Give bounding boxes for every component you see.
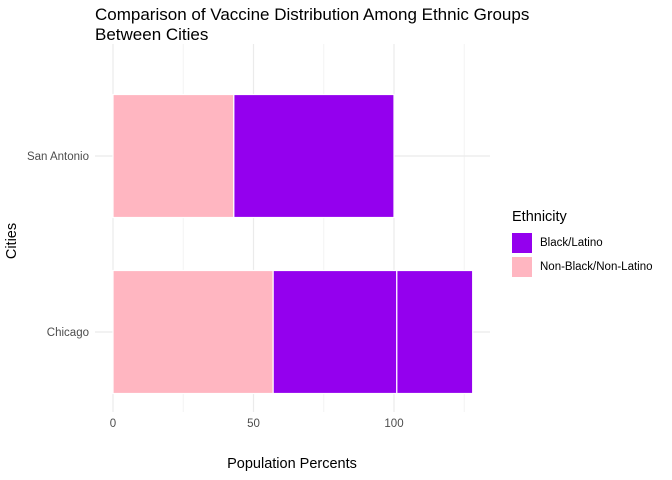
- bar-san-antonio-segment-1: [233, 93, 395, 219]
- chart-title: Comparison of Vaccine Distribution Among…: [95, 5, 529, 45]
- bar-san-antonio-segment-0: [112, 93, 235, 219]
- bar-chicago-segment-0: [112, 269, 274, 395]
- legend-label-non-black-non-latino: Non-Black/Non-Latino: [540, 261, 653, 273]
- chart-title-line-2: Between Cities: [95, 25, 209, 44]
- y-axis-label: Cities: [4, 222, 20, 260]
- legend-key-non-black-non-latino: [512, 257, 532, 277]
- y-tick-label-chicago: Chicago: [47, 327, 89, 339]
- bars-layer: [112, 93, 474, 395]
- legend-label-black-latino: Black/Latino: [540, 237, 603, 249]
- x-axis-label: Population Percents: [227, 456, 357, 472]
- y-tick-label-san-antonio: San Antonio: [27, 151, 89, 163]
- bar-chicago-segment-1: [272, 269, 398, 395]
- x-tick-label-0: 0: [110, 418, 116, 430]
- legend-key-black-latino: [512, 233, 532, 253]
- legend-item-black-latino: Black/Latino: [512, 231, 653, 255]
- legend-title: Ethnicity: [512, 209, 567, 225]
- tick-labels: 0 50 100 San Antonio Chicago: [27, 151, 404, 430]
- bar-chicago-segment-2: [396, 269, 474, 395]
- legend: Ethnicity Black/Latino Non-Black/Non-Lat…: [512, 209, 653, 279]
- x-tick-label-50: 50: [247, 418, 260, 430]
- legend-item-non-black-non-latino: Non-Black/Non-Latino: [512, 255, 653, 279]
- chart-title-line-1: Comparison of Vaccine Distribution Among…: [95, 5, 530, 24]
- x-tick-label-100: 100: [384, 418, 403, 430]
